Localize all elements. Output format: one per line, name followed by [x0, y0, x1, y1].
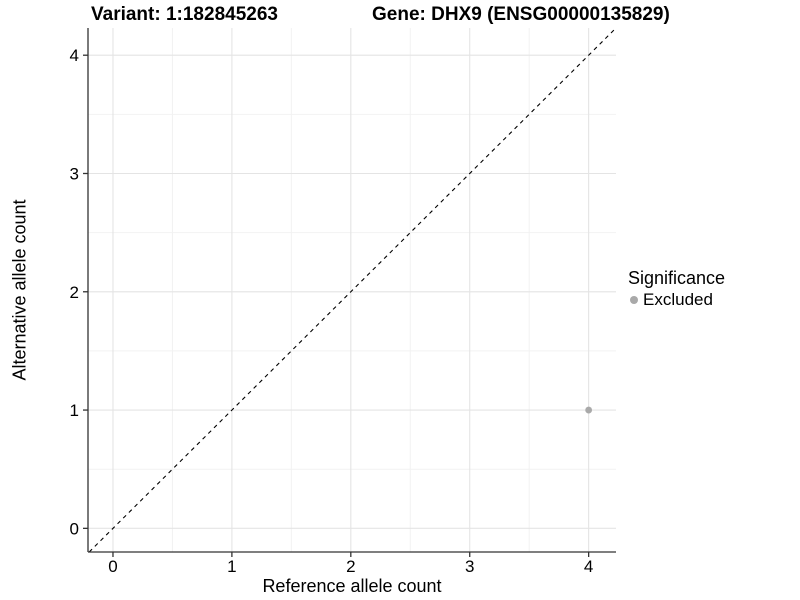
- y-tick-label: 1: [70, 401, 79, 420]
- legend-item-excluded: Excluded: [628, 290, 725, 310]
- y-tick-label: 0: [70, 519, 79, 538]
- legend-key-dot: [630, 296, 638, 304]
- legend-item-label: Excluded: [643, 290, 713, 309]
- x-tick-label: 0: [108, 557, 117, 576]
- x-tick-label: 2: [346, 557, 355, 576]
- variant-title: Variant: 1:182845263: [91, 4, 278, 25]
- x-axis-label: Reference allele count: [262, 576, 442, 596]
- legend-title: Significance: [628, 268, 726, 288]
- y-tick-label: 4: [70, 46, 79, 65]
- identity-line: [88, 27, 617, 553]
- y-tick-label: 2: [70, 283, 79, 302]
- y-tick-label: 3: [70, 164, 79, 183]
- x-tick-label: 1: [227, 557, 236, 576]
- x-tick-label: 3: [465, 557, 474, 576]
- gene-title: Gene: DHX9 (ENSG00000135829): [372, 4, 670, 25]
- data-point: [585, 406, 593, 414]
- legend: Significance Excluded: [628, 268, 725, 310]
- x-tick-label: 4: [584, 557, 593, 576]
